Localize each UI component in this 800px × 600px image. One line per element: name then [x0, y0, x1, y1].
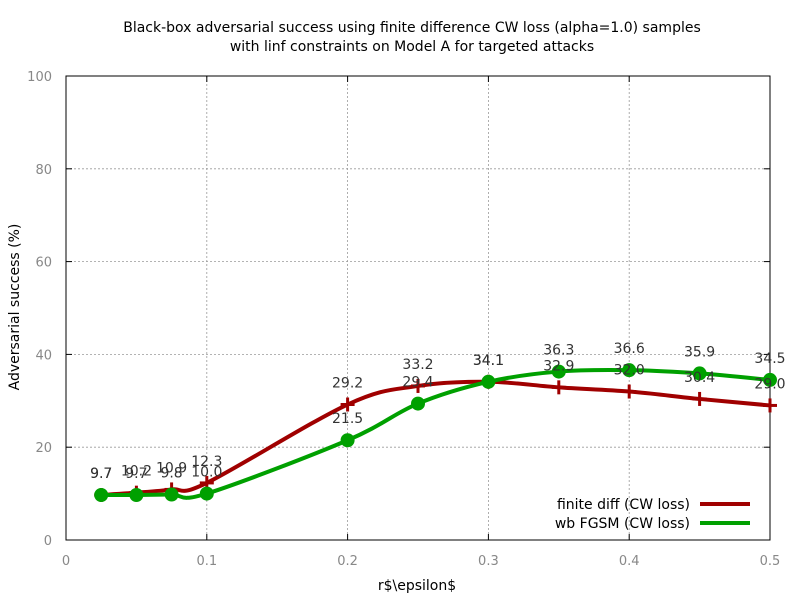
series-1-point [411, 396, 425, 411]
ticks: 0 0.1 0.2 0.3 0.4 0.5 0 20 40 60 80 100 [27, 70, 780, 569]
series-0-point [551, 380, 566, 395]
data-label: 12.3 [191, 454, 222, 470]
data-label: 9.7 [90, 466, 112, 482]
data-label: 29.0 [754, 376, 785, 392]
legend-label-0: finite diff (CW loss) [557, 497, 690, 513]
x-tick-label: 0.1 [196, 554, 217, 569]
data-labels: 9.7 10.2 10.9 12.329.233.2 34.1 32.9 32.0 30.4 2… [90, 341, 786, 482]
data-label: 9.7 [90, 466, 112, 482]
legend: finite diff (CW loss) wb FGSM (CW loss) [555, 497, 750, 532]
y-tick-label: 80 [35, 163, 52, 178]
x-tick-label: 0 [62, 554, 70, 569]
plot-frame [65, 75, 771, 541]
series-0-point [763, 398, 777, 413]
x-tick-label: 0.4 [619, 554, 640, 569]
series-1-point [129, 487, 144, 502]
x-tick-label: 0.3 [478, 554, 499, 569]
series-0-point [340, 397, 355, 412]
y-tick-label: 60 [35, 256, 52, 271]
series-group [94, 363, 777, 502]
series-1-point [164, 487, 179, 502]
data-label: 33.2 [402, 357, 433, 373]
series-1-point [481, 374, 496, 389]
series-0-point [692, 391, 707, 406]
series-0-point [622, 384, 637, 399]
data-label: 21.5 [332, 411, 363, 427]
series-1-point [340, 433, 355, 448]
data-label: 30.4 [684, 370, 715, 386]
data-label: 10.2 [121, 464, 152, 480]
series-1-point [692, 366, 707, 381]
data-label: 36.3 [543, 343, 574, 359]
data-label: 9.7 [125, 466, 147, 482]
y-axis-label: Adversarial success (%) [7, 224, 23, 391]
series-1-point [622, 363, 637, 378]
series-1-point [551, 364, 566, 379]
x-tick-label: 0.5 [760, 554, 781, 569]
data-label: 34.5 [754, 351, 785, 367]
y-tick-label: 0 [44, 534, 52, 549]
data-label: 29.2 [332, 376, 363, 392]
series-1-point [94, 487, 109, 502]
series-0-point [411, 378, 425, 393]
data-label: 35.9 [684, 344, 715, 360]
data-label: 34.1 [473, 353, 504, 369]
x-axis-label: r$\epsilon$ [378, 578, 456, 594]
series-1-point [199, 486, 214, 501]
data-label: 10.0 [191, 465, 222, 481]
data-label: 29.4 [402, 375, 433, 391]
data-label: 34.1 [473, 353, 504, 369]
grid [66, 76, 770, 540]
data-label: 36.6 [614, 341, 645, 357]
chart-title-line-1: Black-box adversarial success using fini… [123, 20, 701, 36]
data-label: 9.8 [160, 466, 182, 482]
y-tick-label: 20 [35, 441, 52, 456]
data-label: 32.9 [543, 358, 574, 374]
chart-title-line-2: with linf constraints on Model A for tar… [230, 39, 594, 55]
series-1-point [763, 372, 777, 387]
y-tick-label: 100 [27, 70, 52, 85]
y-tick-label: 40 [35, 348, 52, 363]
legend-label-1: wb FGSM (CW loss) [555, 516, 690, 532]
x-tick-label: 0.2 [337, 554, 358, 569]
data-label: 32.0 [614, 363, 645, 379]
data-label: 10.9 [156, 460, 187, 476]
